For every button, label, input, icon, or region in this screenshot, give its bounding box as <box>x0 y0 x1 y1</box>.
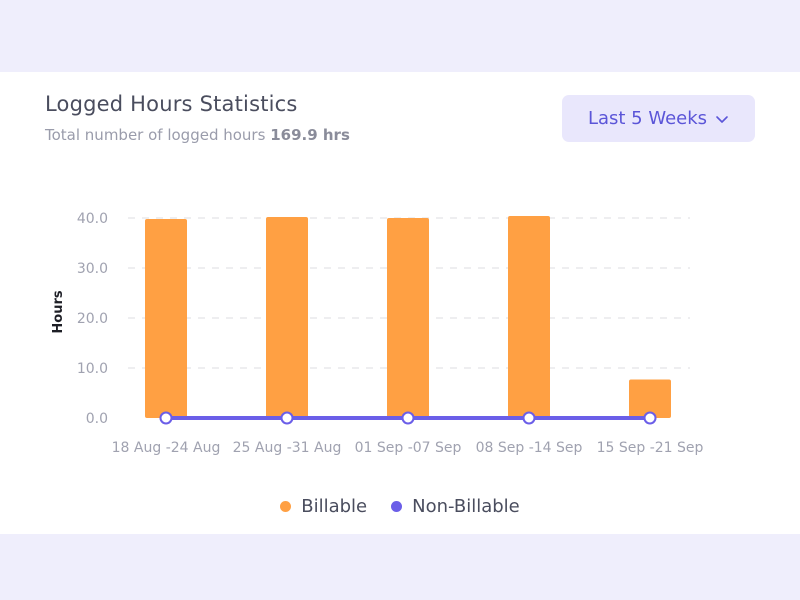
bar-billable <box>508 216 550 418</box>
y-tick-label: 10.0 <box>77 361 108 377</box>
legend-label-billable: Billable <box>301 496 368 517</box>
y-tick-label: 0.0 <box>86 411 108 427</box>
y-tick-label: 30.0 <box>77 261 108 277</box>
x-tick-label: 08 Sep -14 Sep <box>476 440 583 456</box>
date-range-label: Last 5 Weeks <box>587 108 708 129</box>
y-tick-label: 40.0 <box>77 211 108 227</box>
y-axis-title: Hours <box>51 290 66 333</box>
x-tick-label: 15 Sep -21 Sep <box>597 440 704 456</box>
point-non-billable <box>159 411 173 425</box>
legend-dot-non-billable <box>391 501 403 512</box>
bar-billable <box>387 218 429 418</box>
logged-hours-chart: 0.0 10.0 20.0 30.0 40.0 Hours 18 Aug -24 Aug 25… <box>51 211 704 456</box>
chart-legend: Billable Non-Billable <box>0 496 800 517</box>
total-hours: 169.9 hrs <box>270 126 350 144</box>
x-tick-label: 01 Sep -07 Sep <box>355 440 462 456</box>
legend-item-billable[interactable]: Billable <box>280 496 367 517</box>
chart-subtitle: Total number of logged hours 169.9 hrs <box>45 126 350 144</box>
date-range-dropdown[interactable]: Last 5 Weeks <box>562 95 755 142</box>
chevron-down-icon <box>716 115 728 123</box>
legend-dot-billable <box>280 501 292 512</box>
point-non-billable <box>401 411 415 425</box>
point-non-billable <box>280 411 294 425</box>
bar-billable <box>629 379 671 418</box>
subtitle-text: Total number of logged hours <box>45 126 266 144</box>
bar-billable <box>266 217 308 418</box>
x-tick-label: 18 Aug -24 Aug <box>112 440 221 456</box>
x-tick-label: 25 Aug -31 Aug <box>233 440 342 456</box>
bar-billable <box>145 219 187 418</box>
point-non-billable <box>643 411 657 425</box>
statistics-card: Logged Hours Statistics Total number of … <box>0 72 800 534</box>
page-title: Logged Hours Statistics <box>45 92 298 116</box>
y-tick-label: 20.0 <box>77 311 108 327</box>
legend-item-non-billable[interactable]: Non-Billable <box>391 496 520 517</box>
point-non-billable <box>522 411 536 425</box>
legend-label-non-billable: Non-Billable <box>412 496 520 517</box>
